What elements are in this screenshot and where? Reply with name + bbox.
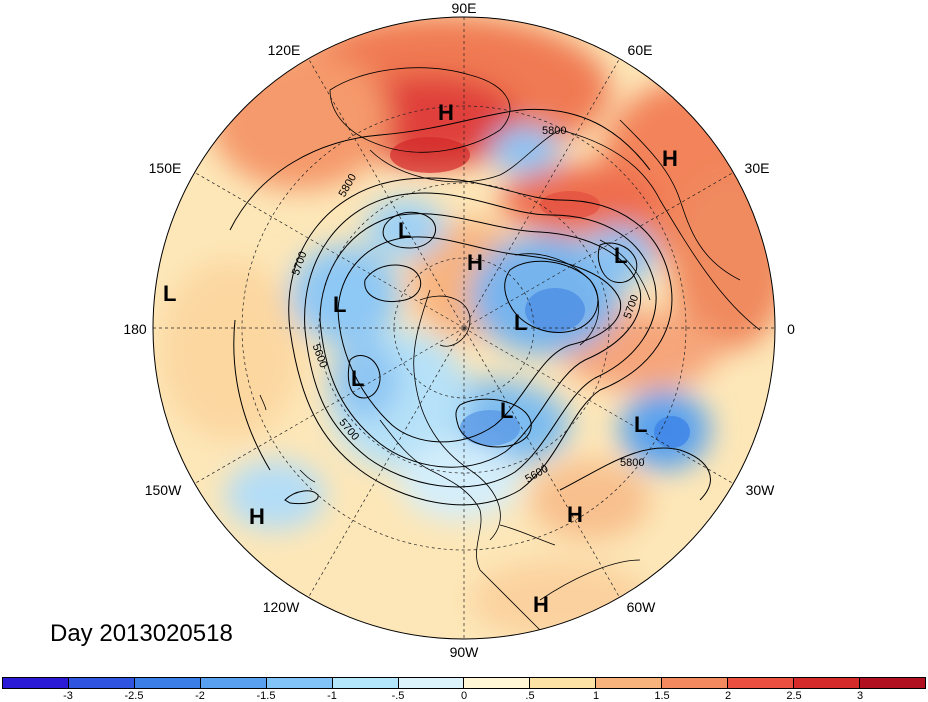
colorbar-swatch <box>530 678 597 688</box>
high-marker: H <box>533 592 549 617</box>
colorbar-tick-label: -2.5 <box>124 690 144 702</box>
map-boundary <box>152 16 776 640</box>
colorbar-swatch <box>398 678 465 688</box>
lon-label-180: 180 <box>123 321 147 337</box>
lon-label-150e: 150E <box>148 160 182 176</box>
colorbar-tick-label: .5 <box>525 690 535 702</box>
colorbar-tick-label: -1.5 <box>256 690 276 702</box>
low-marker: L <box>333 292 346 317</box>
low-marker: L <box>634 412 647 437</box>
low-marker: L <box>351 366 364 391</box>
coastlines <box>259 67 761 631</box>
colorbar-tick-label: -.5 <box>391 690 405 702</box>
lon-label-30w: 30W <box>745 482 775 498</box>
colorbar-swatch <box>3 678 69 688</box>
low-marker: L <box>514 310 527 335</box>
colorbar-tick-label: 3 <box>856 690 864 702</box>
colorbar-tick-label: -1 <box>327 690 337 702</box>
graticule <box>153 17 775 639</box>
low-marker: L <box>398 218 411 243</box>
day-title: Day 2013020518 <box>50 620 233 647</box>
colorbar-tick-label: 1.5 <box>654 690 670 702</box>
anomaly-field <box>153 17 775 639</box>
colorbar-tick-label: 2 <box>724 690 732 702</box>
colorbar-swatch <box>134 678 201 688</box>
colorbar-swatch <box>68 678 135 688</box>
colorbar-tick-label: -3 <box>63 690 73 702</box>
colorbar-swatch <box>596 678 663 688</box>
colorbar-swatch <box>200 678 267 688</box>
colorbar-tick-label: 0 <box>460 690 468 702</box>
contour-label: 5800 <box>542 125 566 137</box>
colorbar-swatch <box>266 678 333 688</box>
pressure-systems: H H L H L L L L L L L H H H <box>163 100 678 617</box>
lon-label-60w: 60W <box>626 599 656 615</box>
colorbar-swatch <box>662 678 729 688</box>
high-marker: H <box>662 146 678 171</box>
lon-label-30e: 30E <box>744 160 770 176</box>
lon-label-60e: 60E <box>627 42 653 58</box>
colorbar-tick-label: 1 <box>592 690 600 702</box>
low-marker: L <box>614 243 627 268</box>
height-contours <box>229 108 711 506</box>
colorbar-swatch <box>859 678 925 688</box>
low-marker: L <box>163 281 176 306</box>
lon-label-150w: 150W <box>144 482 182 498</box>
colorbar-swatch <box>332 678 399 688</box>
colorbar-tick-label: 2.5 <box>786 690 802 702</box>
lon-label-120w: 120W <box>262 599 300 615</box>
colorbar <box>2 677 926 689</box>
colorbar-swatch <box>794 678 860 688</box>
contour-label: 5800 <box>620 457 644 469</box>
lon-label-0: 0 <box>787 321 795 337</box>
lon-label-90e: 90E <box>451 0 477 16</box>
lon-label-120e: 120E <box>267 42 301 58</box>
high-marker: H <box>249 504 265 529</box>
high-marker: H <box>567 502 583 527</box>
high-marker: H <box>438 100 454 125</box>
low-marker: L <box>500 398 513 423</box>
lon-label-90w: 90W <box>449 644 479 660</box>
colorbar-swatch <box>728 678 795 688</box>
colorbar-swatch <box>464 678 531 688</box>
high-marker: H <box>467 250 483 275</box>
colorbar-tick-label: -2 <box>195 690 205 702</box>
